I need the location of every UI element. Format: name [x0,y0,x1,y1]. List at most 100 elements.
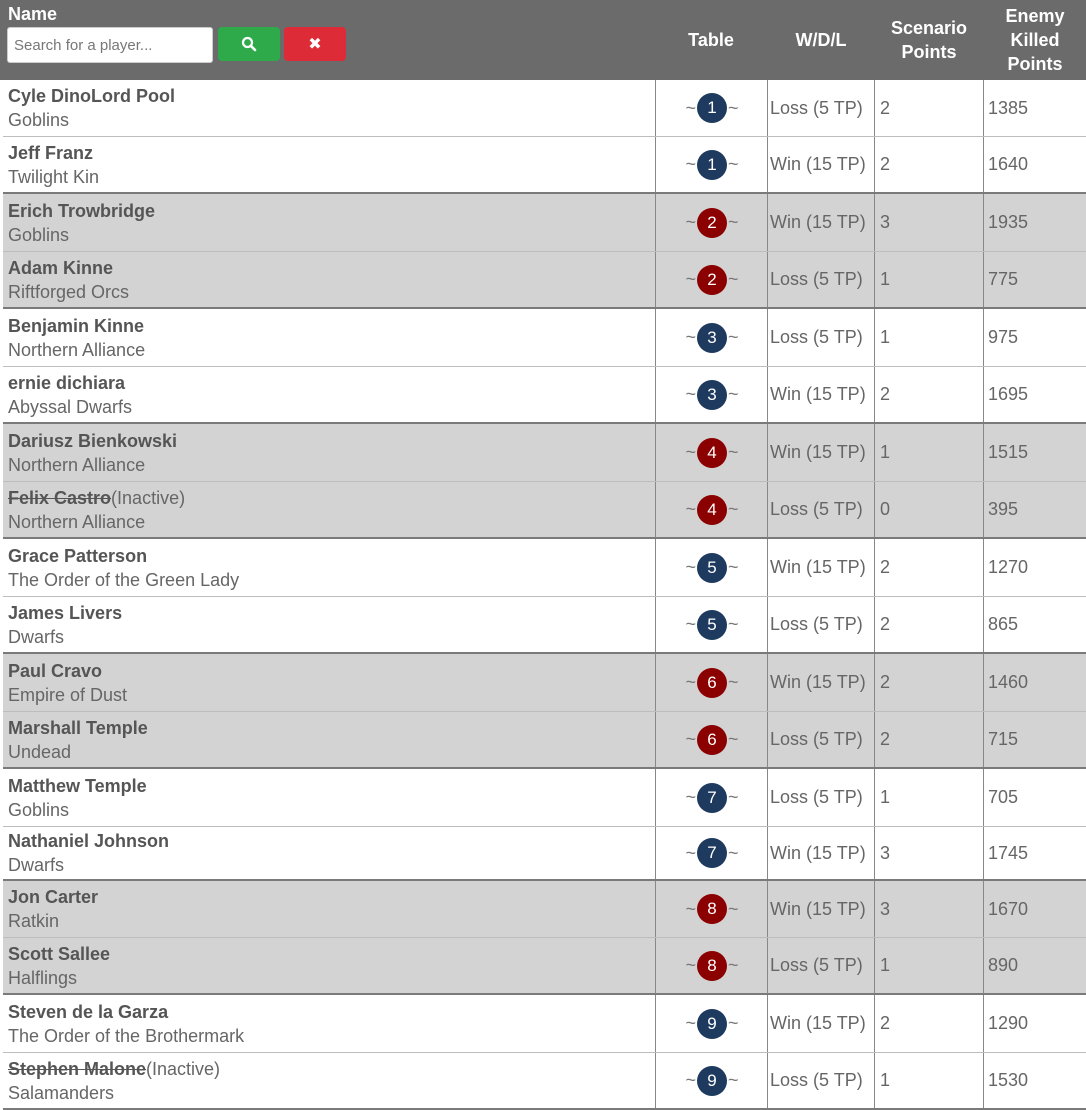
column-divider [983,881,984,937]
tilde-left: ~ [685,1013,696,1033]
scenario-points-cell: 1 [880,955,891,975]
column-divider [767,252,768,307]
player-cell: Felix Castro(Inactive) Northern Alliance [8,482,648,537]
player-name-line: Grace Patterson [8,544,147,568]
table-number-cell: ~5 ~ [657,539,767,596]
enemy-killed-points-cell: 975 [988,327,1019,347]
enemy-killed-points-cell: 865 [988,614,1019,634]
table-number-cell: ~9 ~ [657,995,767,1052]
player-cell: Marshall Temple Undead [8,712,648,767]
player-name: Paul Cravo [8,660,103,681]
table-row: Dariusz Bienkowski Northern Alliance ~4 ~ Wi… [3,424,1086,482]
scenario-points-cell: 0 [880,499,891,519]
player-name: Adam Kinne [8,257,114,278]
tilde-right: ~ [728,842,739,863]
wdl-cell: Loss (5 TP) [770,97,863,118]
table-number-badge: 4 [697,494,727,525]
column-divider [655,881,656,937]
enemy-killed-points-cell: 775 [988,269,1019,289]
tilde-left: ~ [685,614,696,634]
clear-button[interactable]: ✖ [284,27,346,61]
player-name-line: James Livers [8,601,122,625]
player-faction: Salamanders [8,1082,115,1103]
player-cell: Jon Carter Ratkin [8,881,648,937]
column-divider [655,539,656,596]
table-row: Marshall Temple Undead ~6 ~ Loss (5 TP) 2 715 [3,712,1086,769]
tilde-right: ~ [728,1013,739,1033]
enemy-killed-points-cell: 1670 [988,898,1029,919]
player-faction: Halflings [8,967,78,988]
column-divider [983,827,984,879]
wdl-cell: Loss (5 TP) [770,614,863,634]
player-name: James Livers [8,602,123,623]
table-number-badge: 1 [697,149,727,180]
search-button[interactable] [218,27,280,61]
player-name: Matthew Temple [8,775,147,796]
wdl-cell: Win (15 TP) [770,154,866,174]
player-name-line: Cyle DinoLord Pool [8,84,175,108]
wdl-cell: Loss (5 TP) [770,787,863,807]
table-row: Jon Carter Ratkin ~8 ~ Win (15 TP) 3 1670 [3,881,1086,938]
tilde-left: ~ [685,269,696,289]
player-name-line: Erich Trowbridge [8,199,155,223]
enemy-killed-points-cell: 1695 [988,384,1029,404]
tilde-left: ~ [685,327,696,347]
table-number-cell: ~3 ~ [657,367,767,422]
player-cell: Stephen Malone(Inactive) Salamanders [8,1053,648,1108]
player-faction: Empire of Dust [8,684,128,705]
table-row: Adam Kinne Riftforged Orcs ~2 ~ Loss (5 TP) 1… [3,252,1086,309]
column-divider [767,712,768,767]
column-divider [983,995,984,1052]
player-cell: Paul Cravo Empire of Dust [8,654,648,711]
table-row: Stephen Malone(Inactive) Salamanders ~9 ~ Lo… [3,1053,1086,1110]
table-number-badge: 7 [697,782,727,813]
table-number-cell: ~2 ~ [657,194,767,251]
player-name: Steven de la Garza [8,1001,169,1022]
player-name: Grace Patterson [8,545,148,566]
player-name: Jon Carter [8,887,99,907]
column-divider [655,995,656,1052]
table-number-cell: ~6 ~ [657,712,767,767]
tilde-left: ~ [685,729,696,749]
column-divider [655,1053,656,1108]
column-divider [983,367,984,422]
enemy-killed-points-cell: 395 [988,499,1019,519]
tilde-left: ~ [685,557,696,577]
table-row: Nathaniel Johnson Dwarfs ~7 ~ Win (15 TP) 3 17… [3,827,1086,881]
search-input[interactable] [7,27,213,63]
column-divider [655,597,656,652]
column-divider [767,995,768,1052]
table-row: Erich Trowbridge Goblins ~2 ~ Win (15 TP) 3 19… [3,194,1086,252]
table-row: Paul Cravo Empire of Dust ~6 ~ Win (15 TP) 2 1… [3,654,1086,712]
column-divider [655,367,656,422]
table-number-badge: 1 [697,93,727,123]
enemy-killed-points-cell: 1530 [988,1070,1029,1090]
column-divider [767,194,768,251]
player-name: Dariusz Bienkowski [8,430,178,451]
column-divider [874,995,875,1052]
table-number-badge: 9 [697,1008,727,1039]
player-faction: Abyssal Dwarfs [8,396,133,417]
tilde-right: ~ [728,384,739,404]
scenario-points-cell: 2 [880,384,891,404]
column-divider [874,597,875,652]
column-divider [983,712,984,767]
table-number-badge: 2 [697,207,727,238]
enemy-killed-points-cell: 1745 [988,842,1029,863]
column-divider [767,80,768,136]
player-cell: Erich Trowbridge Goblins [8,194,648,251]
tilde-right: ~ [728,557,739,577]
table-row: Cyle DinoLord Pool Goblins ~1 ~ Loss (5 TP) 2… [3,80,1086,137]
column-divider [874,881,875,937]
wdl-cell: Loss (5 TP) [770,1070,863,1090]
table-number-cell: ~4 ~ [657,482,767,537]
player-faction: Riftforged Orcs [8,281,130,302]
tilde-left: ~ [685,1070,696,1090]
player-name-line: Nathaniel Johnson [8,829,169,853]
scenario-points-cell: 3 [880,212,891,232]
table-number-badge: 7 [697,838,727,868]
column-divider [655,827,656,879]
player-faction: Northern Alliance [8,339,146,360]
enemy-killed-points-cell: 1270 [988,557,1029,577]
column-divider [767,309,768,366]
